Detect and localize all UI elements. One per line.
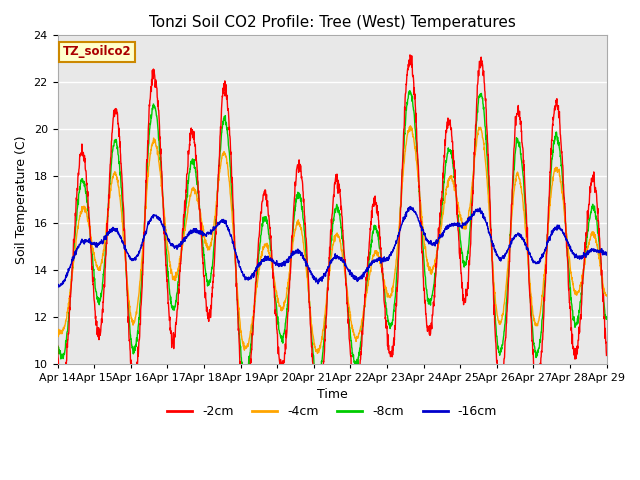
X-axis label: Time: Time bbox=[317, 388, 348, 401]
Y-axis label: Soil Temperature (C): Soil Temperature (C) bbox=[15, 135, 28, 264]
Text: TZ_soilco2: TZ_soilco2 bbox=[63, 45, 132, 58]
Legend: -2cm, -4cm, -8cm, -16cm: -2cm, -4cm, -8cm, -16cm bbox=[162, 400, 502, 423]
Title: Tonzi Soil CO2 Profile: Tree (West) Temperatures: Tonzi Soil CO2 Profile: Tree (West) Temp… bbox=[148, 15, 515, 30]
